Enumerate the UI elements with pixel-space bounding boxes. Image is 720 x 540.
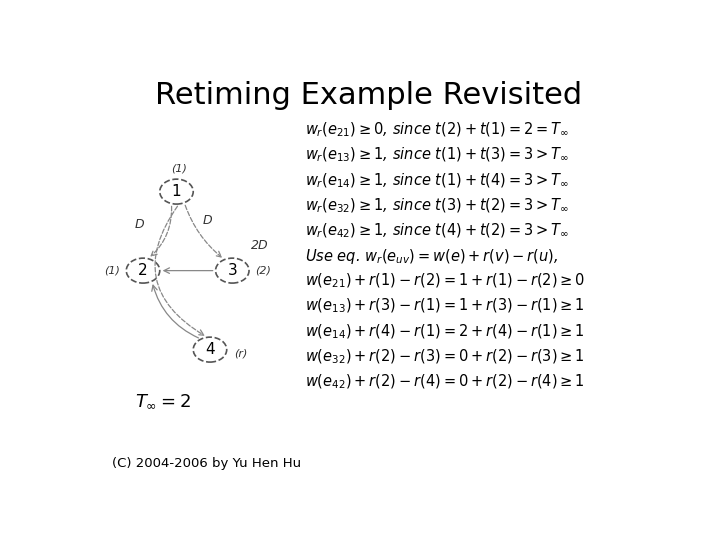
Text: (1): (1) bbox=[104, 266, 120, 275]
Text: (C) 2004-2006 by Yu Hen Hu: (C) 2004-2006 by Yu Hen Hu bbox=[112, 457, 302, 470]
Text: $w(e_{32}) + r(2) - r(3) = 0 + r(2) - r(3) \geq 1$: $w(e_{32}) + r(2) - r(3) = 0 + r(2) - r(… bbox=[305, 347, 585, 366]
Circle shape bbox=[126, 258, 160, 283]
Circle shape bbox=[160, 179, 193, 204]
Text: 2D: 2D bbox=[251, 239, 269, 252]
Text: Use eq. $w_r(e_{uv}) = w(e) + r(v) - r(u)$,: Use eq. $w_r(e_{uv}) = w(e) + r(v) - r(u… bbox=[305, 247, 558, 266]
Text: $w(e_{42}) + r(2) - r(4) = 0 + r(2) - r(4) \geq 1$: $w(e_{42}) + r(2) - r(4) = 0 + r(2) - r(… bbox=[305, 373, 585, 391]
Circle shape bbox=[215, 258, 249, 283]
Text: 4: 4 bbox=[205, 342, 215, 357]
Text: $w(e_{21}) + r(1) - r(2) = 1 + r(1) - r(2) \geq 0$: $w(e_{21}) + r(1) - r(2) = 1 + r(1) - r(… bbox=[305, 272, 585, 291]
Text: D: D bbox=[202, 214, 212, 227]
Text: (2): (2) bbox=[255, 266, 271, 275]
Text: 2: 2 bbox=[138, 263, 148, 278]
Text: $w(e_{14}) + r(4) - r(1) = 2 + r(4) - r(1) \geq 1$: $w(e_{14}) + r(4) - r(1) = 2 + r(4) - r(… bbox=[305, 322, 585, 341]
Text: $w_r(e_{14}) \geq 1$, since $t(1)+t(4) = 3 > T_{\infty}$: $w_r(e_{14}) \geq 1$, since $t(1)+t(4) =… bbox=[305, 171, 569, 190]
Circle shape bbox=[193, 337, 227, 362]
Text: $w_r(e_{32}) \geq 1$, since $t(3)+t(2) = 3 > T_{\infty}$: $w_r(e_{32}) \geq 1$, since $t(3)+t(2) =… bbox=[305, 197, 569, 215]
Text: $w(e_{13}) + r(3) - r(1) = 1 + r(3) - r(1) \geq 1$: $w(e_{13}) + r(3) - r(1) = 1 + r(3) - r(… bbox=[305, 297, 585, 315]
Text: D: D bbox=[135, 218, 144, 231]
Text: $w_r(e_{42}) \geq 1$, since $t(4)+t(2) = 3 > T_{\infty}$: $w_r(e_{42}) \geq 1$, since $t(4)+t(2) =… bbox=[305, 221, 569, 240]
Text: $w_r(e_{13}) \geq 1$, since $t(1)+t(3) = 3 > T_{\infty}$: $w_r(e_{13}) \geq 1$, since $t(1)+t(3) =… bbox=[305, 146, 569, 165]
Text: (r): (r) bbox=[234, 349, 248, 359]
Text: $w_r(e_{21}) \geq 0$, since $t(2)+t(1) = 2 = T_{\infty}$: $w_r(e_{21}) \geq 0$, since $t(2)+t(1) =… bbox=[305, 121, 569, 139]
Text: 1: 1 bbox=[171, 184, 181, 199]
Text: $T_{\infty} = 2$: $T_{\infty} = 2$ bbox=[135, 393, 191, 410]
Text: 3: 3 bbox=[228, 263, 237, 278]
Text: Retiming Example Revisited: Retiming Example Revisited bbox=[156, 82, 582, 111]
Text: (1): (1) bbox=[171, 164, 187, 174]
